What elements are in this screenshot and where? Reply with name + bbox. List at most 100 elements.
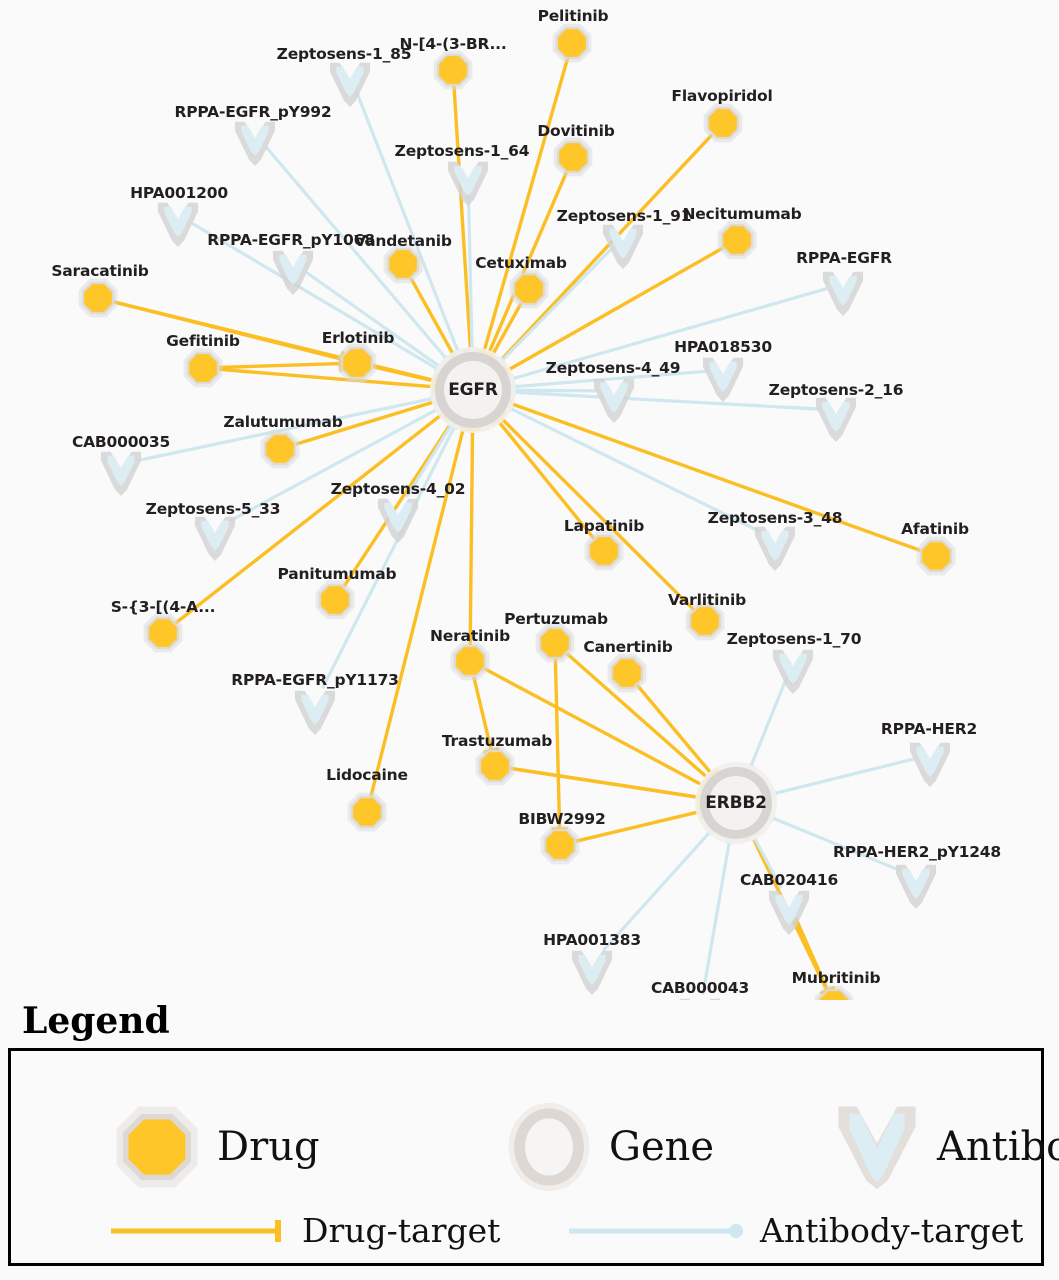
drug-target-edge: [342, 420, 454, 589]
antibody-node[interactable]: [329, 62, 371, 107]
antibody-node-fill: [164, 206, 192, 237]
antibody-node[interactable]: [754, 526, 796, 571]
antibody-node-fill: [279, 254, 307, 285]
antibody-node-halo: [679, 998, 721, 1000]
drug-node-fill: [558, 29, 586, 57]
antibody-target-edge: [768, 815, 901, 872]
antibody-target-edge: [508, 287, 828, 381]
antibody-node[interactable]: [377, 498, 419, 543]
drug-node[interactable]: [535, 623, 575, 663]
drug-node[interactable]: [685, 601, 725, 641]
antibody-target-edge: [306, 271, 443, 370]
drug-node-fill: [820, 991, 848, 1000]
gene-node[interactable]: [695, 762, 777, 844]
drug-node-fill: [590, 537, 618, 565]
drug-target-edge: [468, 427, 475, 647]
antibody-node-fill: [201, 520, 229, 551]
gene-node-fill: [709, 776, 763, 830]
drug-target-edge: [293, 399, 438, 447]
drug-node-fill: [481, 752, 509, 780]
antibody-node[interactable]: [679, 998, 721, 1000]
legend-title: Legend: [22, 1000, 170, 1042]
antibody-node-fill: [600, 382, 628, 413]
drug-node[interactable]: [78, 278, 118, 318]
legend-item-antibody: Antibody: [831, 1101, 1059, 1193]
antibody-node[interactable]: [447, 161, 489, 206]
gene-ring-icon: [508, 1102, 590, 1192]
drug-target-edge: [635, 683, 714, 777]
legend-label-antibody: Antibody: [937, 1124, 1059, 1170]
drug-node[interactable]: [717, 220, 757, 260]
antibody-node[interactable]: [593, 378, 635, 423]
legend-label-drug: Drug: [217, 1124, 320, 1170]
antibody-node[interactable]: [602, 224, 644, 269]
gene-node[interactable]: [430, 347, 516, 433]
drug-node[interactable]: [260, 429, 300, 469]
antibody-node[interactable]: [571, 950, 613, 995]
drug-node-fill: [84, 284, 112, 312]
antibody-node[interactable]: [157, 202, 199, 247]
drug-node[interactable]: [433, 50, 473, 90]
antibody-node[interactable]: [768, 890, 810, 935]
drug-target-edge: [573, 809, 702, 843]
antibody-node[interactable]: [194, 516, 236, 561]
antibody-node[interactable]: [702, 357, 744, 402]
drug-node[interactable]: [315, 580, 355, 620]
drug-node-fill: [691, 607, 719, 635]
drug-target-edge: [495, 418, 596, 541]
antibody-node[interactable]: [822, 271, 864, 316]
antibody-target-edge: [466, 190, 474, 353]
drug-node[interactable]: [916, 536, 956, 576]
drug-target-edge: [452, 84, 473, 353]
antibody-target-edge: [748, 677, 788, 771]
antibody-node-fill: [775, 894, 803, 925]
legend-item-drug: Drug: [111, 1101, 320, 1193]
drug-target-edge: [481, 56, 570, 355]
antibody-node[interactable]: [234, 121, 276, 166]
drug-node[interactable]: [347, 792, 387, 832]
antibody-node-fill: [902, 868, 930, 899]
antibody-target-edge: [510, 388, 598, 393]
drug-target-edge: [509, 766, 702, 800]
antibody-node[interactable]: [909, 742, 951, 787]
drug-target-edge: [369, 426, 466, 799]
drug-node[interactable]: [584, 531, 624, 571]
antibody-target-edge: [191, 222, 442, 372]
network-canvas: Zeptosens-1_85 RPPA-EGFR_pY992 HPA001200 RP…: [51, 7, 1002, 1000]
drug-node-fill: [321, 586, 349, 614]
drug-target-edge: [173, 412, 445, 625]
drug-target-edge: [565, 651, 710, 781]
drug-node[interactable]: [552, 23, 592, 63]
antibody-node-fill: [241, 125, 269, 156]
antibody-target-edge-icon: [569, 1223, 743, 1238]
drug-node-fill: [922, 542, 950, 570]
drug-node[interactable]: [540, 825, 580, 865]
drug-node[interactable]: [607, 653, 647, 693]
drug-node[interactable]: [183, 348, 223, 388]
drug-node[interactable]: [143, 613, 183, 653]
antibody-node[interactable]: [895, 864, 937, 909]
drug-node[interactable]: [703, 103, 743, 143]
drug-node[interactable]: [814, 985, 854, 1000]
antibody-node-fill: [609, 228, 637, 259]
antibody-target-edge: [510, 369, 707, 389]
antibody-target-edge: [137, 396, 437, 462]
drug-node[interactable]: [509, 269, 549, 309]
antibody-node[interactable]: [294, 690, 336, 735]
drug-node-fill: [709, 109, 737, 137]
antibody-target-edge: [510, 390, 820, 411]
drug-node-fill: [343, 349, 371, 377]
drug-node[interactable]: [383, 244, 423, 284]
antibody-target-edge: [751, 834, 783, 889]
legend-label-drug-target: Drug-target: [302, 1211, 501, 1250]
drug-node[interactable]: [553, 137, 593, 177]
drug-node[interactable]: [337, 343, 377, 383]
drug-node[interactable]: [475, 746, 515, 786]
antibody-node[interactable]: [100, 451, 142, 496]
drug-node[interactable]: [450, 641, 490, 681]
antibody-target-edge: [770, 757, 915, 796]
antibody-node[interactable]: [272, 250, 314, 295]
drug-node-fill: [613, 659, 641, 687]
antibody-node[interactable]: [815, 397, 857, 442]
antibody-node[interactable]: [772, 649, 814, 694]
